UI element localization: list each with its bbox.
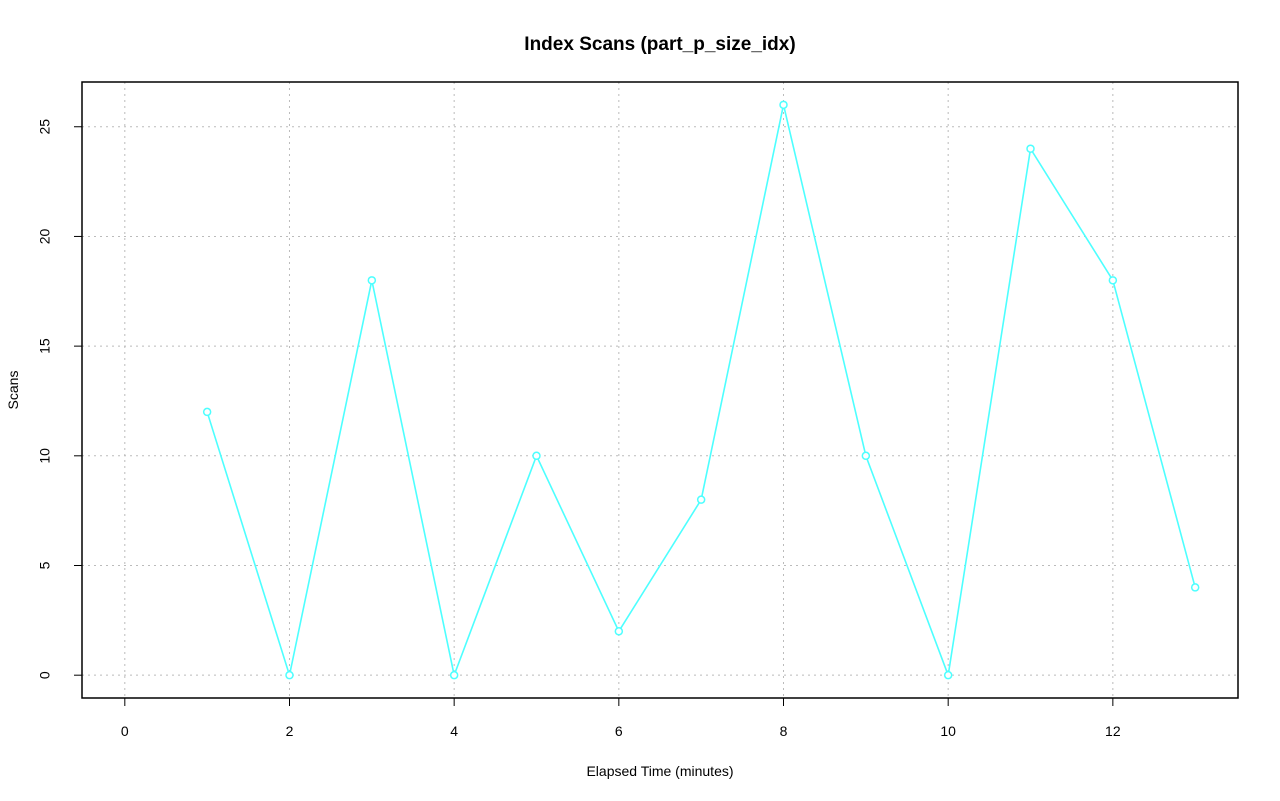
x-tick-label: 10 [940,723,956,739]
x-axis-label: Elapsed Time (minutes) [586,763,733,779]
data-point [1108,276,1118,285]
x-tick-label: 0 [121,723,129,739]
data-point [696,495,706,504]
y-tick-label: 15 [37,338,53,354]
chart-title: Index Scans (part_p_size_idx) [524,34,795,55]
x-tick-label: 12 [1105,723,1121,739]
data-point [779,100,788,110]
x-tick-label: 8 [780,723,788,739]
y-tick-label: 5 [37,561,53,569]
y-tick-label: 0 [37,671,53,679]
y-tick-label: 20 [37,228,53,244]
data-point [367,276,377,285]
x-tick-label: 2 [286,723,294,739]
data-point [449,670,459,680]
x-tick-label: 4 [450,723,458,739]
plot-frame [81,81,1239,699]
y-axis-label: Scans [5,371,21,410]
data-point [943,670,953,680]
x-tick-label: 6 [615,723,623,739]
data-point [861,451,871,461]
data-point [532,451,541,461]
data-point [285,670,294,680]
series-line [206,104,1196,679]
data-point [614,627,624,636]
y-tick-label: 10 [37,448,53,464]
data-point [1026,144,1035,153]
data-point [1190,583,1200,592]
data-point [202,407,212,417]
y-tick-label: 25 [37,119,53,135]
